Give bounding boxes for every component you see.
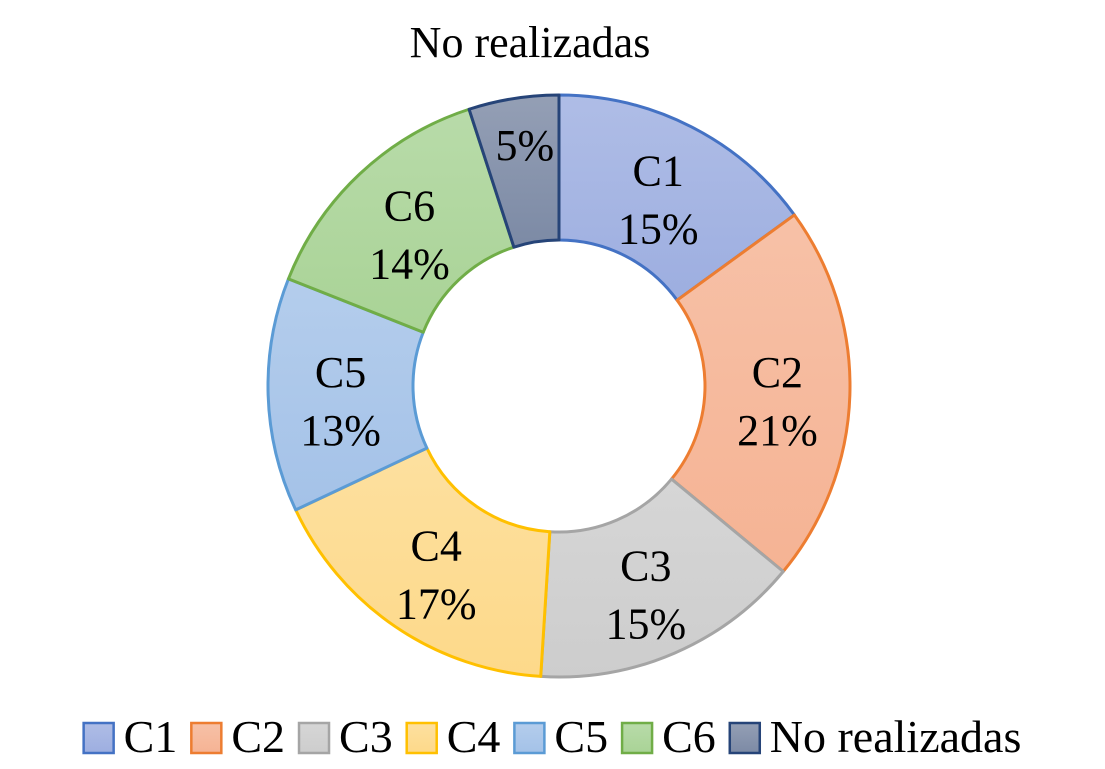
slice-label-value-no-realizadas: 5% <box>495 121 554 170</box>
legend-item-c4: C4 <box>405 711 501 762</box>
slice-label-value-c2: 21% <box>737 406 818 455</box>
legend-swatch-no-realizadas <box>728 721 762 755</box>
slice-labels: C1 15% C2 21% C3 15% C4 17% C5 13% C6 14% 5% <box>300 121 817 648</box>
slice-label-category-c4: C4 <box>411 522 462 571</box>
legend-item-c6: C6 <box>620 711 716 762</box>
legend-swatch-c2 <box>190 721 223 755</box>
legend-label-no-realizadas: No realizadas <box>770 711 1022 762</box>
legend-label-c3: C3 <box>339 711 393 762</box>
slice-label-category-c5: C5 <box>315 348 366 397</box>
slice-label-category-c1: C1 <box>633 146 684 195</box>
legend-item-c3: C3 <box>297 711 393 762</box>
slice-label-category-c6: C6 <box>384 182 435 231</box>
slice-c4 <box>294 446 552 678</box>
donut-slices <box>266 93 852 679</box>
slice-c1 <box>557 93 796 302</box>
legend-swatch-c3 <box>297 721 331 755</box>
slice-label-value-c4: 17% <box>396 580 477 629</box>
legend-swatch-c4 <box>405 721 438 755</box>
slice-c2 <box>669 213 852 573</box>
legend-item-no-realizadas: No realizadas <box>728 711 1022 762</box>
slice-c3 <box>539 477 785 679</box>
legend-swatch-c6 <box>620 721 654 755</box>
legend-label-c5: C5 <box>554 711 608 762</box>
slice-no-realizadas <box>467 93 561 249</box>
slice-label-value-c6: 14% <box>369 240 450 289</box>
slice-label-value-c3: 15% <box>605 600 686 649</box>
chart-legend: C1 C2 C3 C4 C5 C6 No realizadas <box>82 711 1022 762</box>
slice-label-value-c5: 13% <box>300 406 381 455</box>
slice-c6 <box>286 107 516 334</box>
slice-c5 <box>266 277 429 512</box>
legend-label-c2: C2 <box>231 711 285 762</box>
legend-item-c1: C1 <box>82 711 178 762</box>
legend-label-c6: C6 <box>662 711 716 762</box>
legend-label-c4: C4 <box>447 711 501 762</box>
legend-swatch-c5 <box>513 721 546 755</box>
slice-label-value-c1: 15% <box>618 204 699 253</box>
slice-label-category-c2: C2 <box>752 348 803 397</box>
legend-item-c2: C2 <box>190 711 285 762</box>
slice-label-category-c3: C3 <box>620 542 671 591</box>
legend-label-c1: C1 <box>124 711 178 762</box>
chart-title: No realizadas <box>410 18 651 67</box>
legend-item-c5: C5 <box>513 711 608 762</box>
legend-swatch-c1 <box>82 721 115 755</box>
